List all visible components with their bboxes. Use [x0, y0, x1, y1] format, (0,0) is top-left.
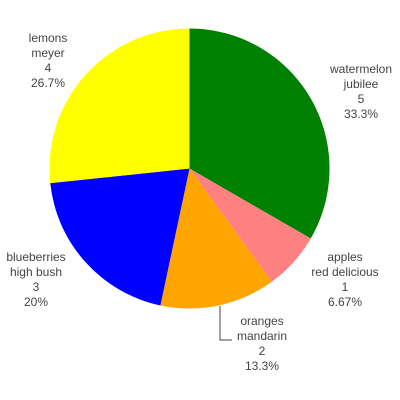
slice-percent: 33.3% [344, 107, 378, 121]
slice-value: 1 [342, 280, 349, 294]
pie-slice-apples[interactable] [189, 168, 311, 282]
slice-label-line-2: meyer [31, 46, 64, 60]
slice-percent: 6.67% [328, 295, 362, 309]
leader-lines [219, 306, 232, 341]
leader-line [219, 306, 232, 341]
slice-value: 2 [259, 344, 266, 358]
slice-label-line-1: blueberries [6, 250, 65, 264]
slice-value: 3 [33, 280, 40, 294]
slice-label-line-1: watermelon [329, 62, 392, 76]
pie-slice-watermelon[interactable] [189, 28, 330, 239]
slice-percent: 13.3% [245, 359, 279, 373]
slice-label-line-1: oranges [240, 314, 283, 328]
slice-value: 5 [358, 92, 365, 106]
slice-percent: 20% [24, 295, 48, 309]
slice-value: 4 [45, 61, 52, 75]
pie-slices [49, 28, 330, 309]
pie-slice-lemons[interactable] [49, 28, 190, 184]
pie-slice-oranges[interactable] [160, 168, 272, 309]
slice-label-line-1: apples [327, 250, 362, 264]
slice-percent: 26.7% [31, 76, 65, 90]
slice-label-line-2: red delicious [311, 265, 378, 279]
slice-label-line-2: high bush [10, 265, 62, 279]
pie-slice-blueberries[interactable] [50, 168, 190, 306]
slice-label-line-1: lemons [29, 31, 68, 45]
slice-label-line-2: jubilee [343, 77, 379, 91]
slice-label-line-2: mandarin [237, 329, 287, 343]
